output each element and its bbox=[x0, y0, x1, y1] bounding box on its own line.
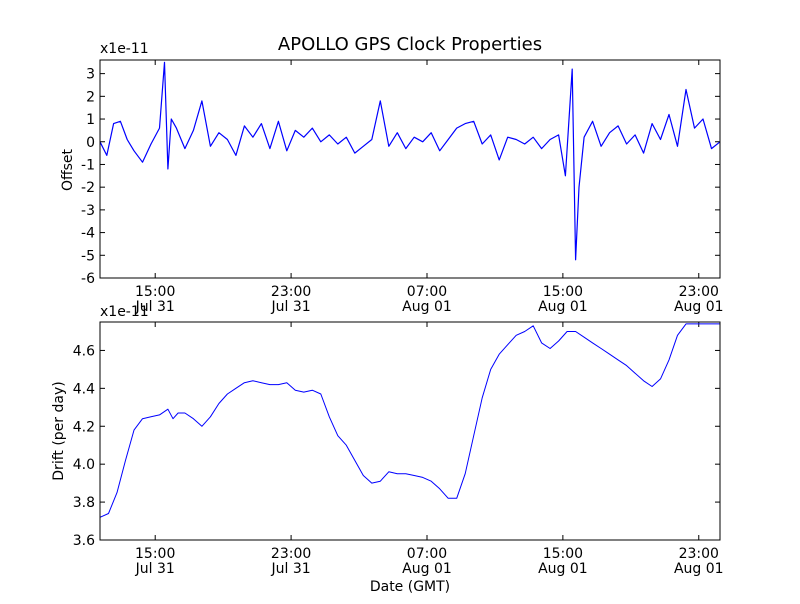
offset-ytick-label: 0 bbox=[86, 135, 95, 151]
drift-xtick-label-date: Jul 31 bbox=[271, 561, 311, 577]
drift-ytick-label: 4.0 bbox=[73, 457, 95, 473]
figure-title: APOLLO GPS Clock Properties bbox=[278, 34, 542, 55]
drift-ytick-label: 4.6 bbox=[73, 343, 95, 359]
offset-xtick-label-date: Aug 01 bbox=[538, 299, 588, 315]
offset-xtick-label-time: 23:00 bbox=[679, 284, 719, 300]
drift-ytick-label: 4.4 bbox=[73, 381, 95, 397]
drift-xtick-label-time: 15:00 bbox=[135, 546, 175, 562]
drift-xtick-label-date: Aug 01 bbox=[402, 561, 452, 577]
drift-x-axis-label: Date (GMT) bbox=[370, 579, 450, 595]
drift-series-line bbox=[99, 323, 720, 518]
offset-ytick-label: 1 bbox=[86, 112, 95, 128]
offset-ytick-label: -3 bbox=[81, 203, 95, 219]
offset-ytick-label: -5 bbox=[81, 248, 95, 264]
drift-ytick-label: 4.2 bbox=[73, 419, 95, 435]
offset-xtick-label-time: 15:00 bbox=[543, 284, 583, 300]
drift-xtick-label-date: Jul 31 bbox=[135, 561, 175, 577]
offset-xtick-label-time: 15:00 bbox=[135, 284, 175, 300]
offset-y-axis-label: Offset bbox=[60, 148, 76, 191]
offset-ytick-label: -2 bbox=[81, 180, 95, 196]
offset-xtick-label-time: 23:00 bbox=[271, 284, 311, 300]
offset-ytick-label: 2 bbox=[86, 89, 95, 105]
drift-panel: x1e-11 Drift (per day) Date (GMT) 3.6 3.8… bbox=[51, 304, 724, 595]
drift-xtick-label-time: 23:00 bbox=[271, 546, 311, 562]
offset-series-line bbox=[99, 61, 721, 261]
drift-plot-frame bbox=[99, 321, 721, 541]
drift-xtick-label-date: Aug 01 bbox=[674, 561, 724, 577]
offset-ytick-label: -1 bbox=[81, 157, 95, 173]
drift-y-axis-label: Drift (per day) bbox=[51, 381, 67, 480]
offset-ytick-label: 3 bbox=[86, 67, 95, 83]
offset-plot-frame bbox=[99, 59, 721, 279]
drift-xtick-label-time: 15:00 bbox=[543, 546, 583, 562]
offset-xtick-label-time: 07:00 bbox=[407, 284, 447, 300]
drift-xtick-label-date: Aug 01 bbox=[538, 561, 588, 577]
drift-multiplier-label: x1e-11 bbox=[100, 304, 149, 320]
drift-ytick-label: 3.8 bbox=[73, 495, 95, 511]
drift-ytick-label: 3.6 bbox=[73, 533, 95, 549]
drift-xtick-label-time: 23:00 bbox=[679, 546, 719, 562]
offset-xtick-label-date: Jul 31 bbox=[135, 299, 175, 315]
offset-xtick-label-date: Aug 01 bbox=[674, 299, 724, 315]
drift-xtick-label-time: 07:00 bbox=[407, 546, 447, 562]
offset-xtick-label-date: Aug 01 bbox=[402, 299, 452, 315]
offset-ytick-label: -4 bbox=[81, 226, 95, 242]
offset-multiplier-label: x1e-11 bbox=[100, 41, 149, 57]
offset-ytick-label: -6 bbox=[81, 271, 95, 287]
offset-xtick-label-date: Jul 31 bbox=[271, 299, 311, 315]
